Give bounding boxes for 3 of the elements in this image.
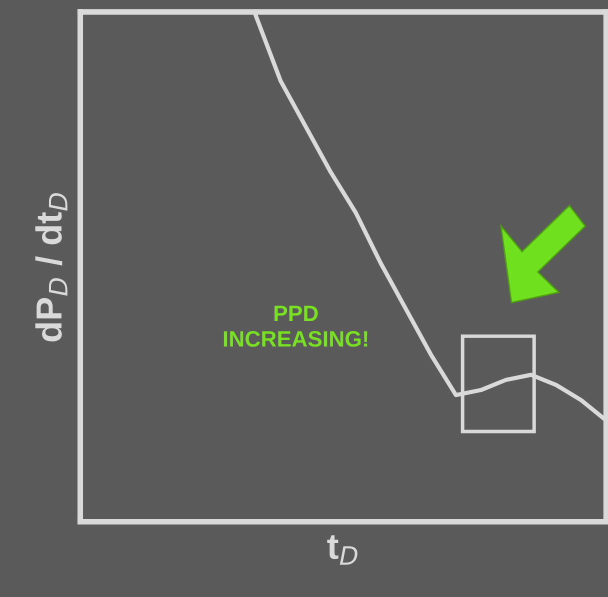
annotation: PPD INCREASING!: [224, 306, 368, 347]
x-axis-title: t$_{D}$: [327, 535, 358, 565]
y-axis-title: dP$_{D}$ / dt$_{D}$: [35, 193, 68, 342]
